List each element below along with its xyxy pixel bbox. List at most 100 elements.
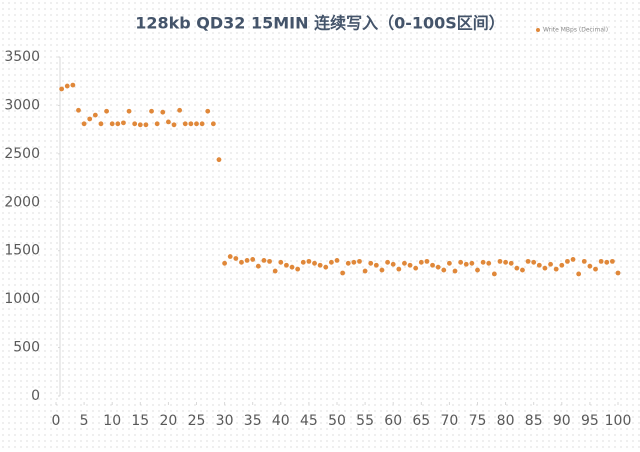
point xyxy=(126,108,132,114)
point xyxy=(222,260,228,266)
x-tick-label: 80 xyxy=(497,413,515,429)
point xyxy=(317,262,323,268)
point xyxy=(334,258,340,263)
point xyxy=(373,262,379,268)
point xyxy=(278,259,284,265)
x-tick-label: 65 xyxy=(412,413,430,429)
point xyxy=(581,258,587,264)
y-tick-label: 0 xyxy=(31,388,40,404)
point xyxy=(469,260,475,266)
y-tick-label: 2500 xyxy=(4,146,40,162)
point xyxy=(199,121,205,127)
point xyxy=(407,262,413,268)
point xyxy=(486,260,492,266)
y-tick-label: 2000 xyxy=(4,194,40,210)
point xyxy=(59,86,65,92)
point xyxy=(104,108,109,114)
x-tick-label: 5 xyxy=(80,413,89,429)
point xyxy=(132,121,138,127)
point xyxy=(64,83,70,89)
y-tick-label: 500 xyxy=(13,340,40,356)
point xyxy=(340,270,346,276)
point xyxy=(328,259,334,265)
point xyxy=(424,258,430,264)
x-tick-label: 100 xyxy=(605,413,632,429)
point xyxy=(210,121,216,127)
point xyxy=(609,258,615,264)
x-tick-label: 60 xyxy=(384,413,402,429)
x-tick-label: 85 xyxy=(525,413,543,429)
x-tick-label: 40 xyxy=(272,413,290,429)
point xyxy=(368,260,374,266)
point xyxy=(306,258,312,264)
point xyxy=(143,122,149,128)
point xyxy=(441,267,447,273)
point xyxy=(227,254,233,259)
point xyxy=(171,122,177,128)
point xyxy=(312,260,317,266)
point xyxy=(205,108,211,114)
point xyxy=(216,157,222,163)
x-tick-label: 30 xyxy=(216,413,234,429)
point xyxy=(182,121,188,127)
point xyxy=(525,258,531,264)
point xyxy=(514,265,520,271)
x-tick-label: 25 xyxy=(188,413,206,429)
y-tick-label: 1500 xyxy=(4,243,40,259)
point xyxy=(576,271,582,277)
point xyxy=(284,262,289,268)
legend-marker xyxy=(536,28,540,32)
point xyxy=(300,259,306,265)
point xyxy=(289,264,295,270)
x-tick-label: 55 xyxy=(356,413,374,429)
point xyxy=(92,112,98,118)
y-tick-label: 3000 xyxy=(4,97,40,113)
point xyxy=(137,122,143,128)
point xyxy=(463,261,469,267)
point xyxy=(615,270,621,276)
x-tick-label: 35 xyxy=(244,413,262,429)
point xyxy=(396,266,402,272)
point xyxy=(503,259,508,265)
point xyxy=(267,258,272,264)
point xyxy=(98,121,104,127)
point xyxy=(565,258,570,264)
point xyxy=(548,261,553,267)
point xyxy=(357,258,362,264)
point xyxy=(154,121,160,127)
y-tick-label: 1000 xyxy=(4,291,40,307)
point xyxy=(345,260,351,266)
point xyxy=(390,261,396,267)
point xyxy=(593,266,598,272)
point xyxy=(587,263,593,269)
point xyxy=(491,271,497,277)
point xyxy=(166,119,171,125)
point xyxy=(76,107,81,113)
point xyxy=(272,268,278,274)
chart-title: 128kb QD32 15MIN 连续写入（0-100S区间） xyxy=(135,14,505,33)
point xyxy=(87,116,93,122)
legend-label: Write MBps (Decimal) xyxy=(543,27,608,34)
point xyxy=(239,259,244,265)
point xyxy=(598,258,604,264)
point xyxy=(430,262,435,268)
point xyxy=(497,258,503,264)
point xyxy=(81,121,87,127)
point xyxy=(520,267,525,273)
point xyxy=(109,121,115,127)
point xyxy=(351,259,357,265)
point xyxy=(255,263,261,269)
point xyxy=(604,259,610,265)
x-tick-label: 50 xyxy=(328,413,346,429)
point xyxy=(188,121,194,127)
point xyxy=(149,108,154,114)
x-tick-label: 75 xyxy=(469,413,487,429)
x-tick-label: 15 xyxy=(131,413,149,429)
x-tick-label: 45 xyxy=(300,413,318,429)
x-tick-label: 20 xyxy=(159,413,177,429)
point xyxy=(480,259,486,265)
point xyxy=(542,265,548,271)
point xyxy=(435,264,441,270)
point xyxy=(413,265,419,271)
